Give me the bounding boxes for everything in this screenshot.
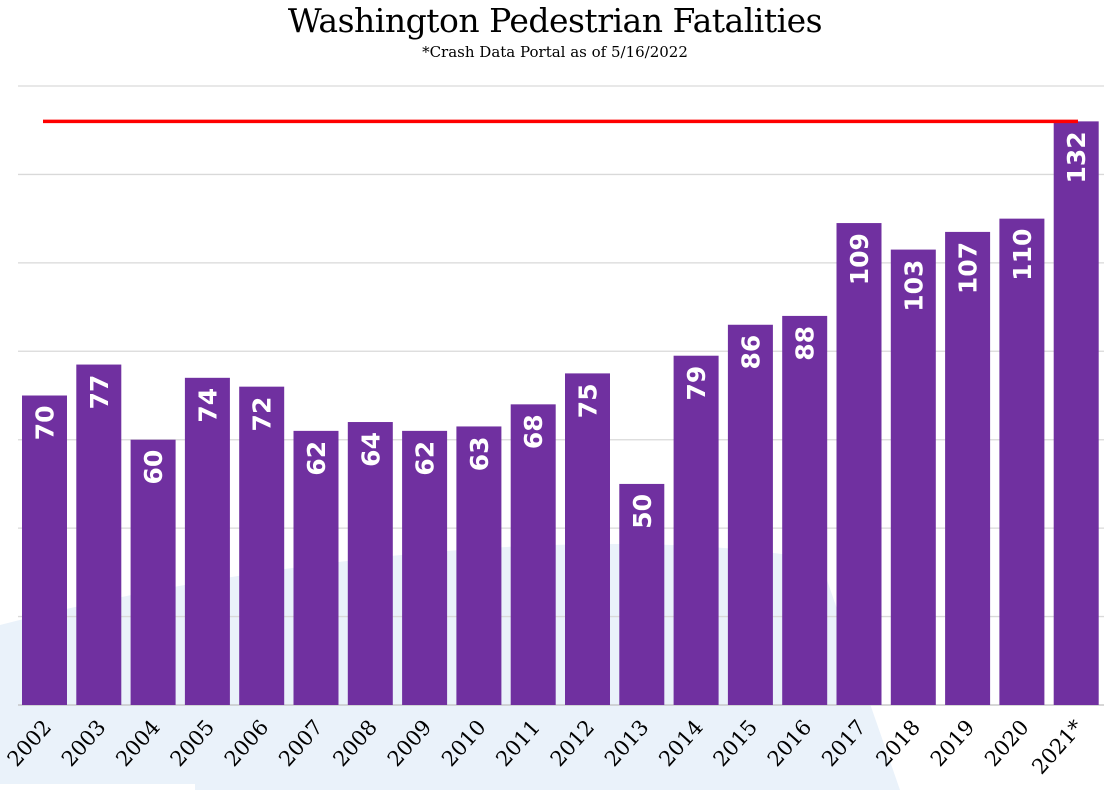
bar bbox=[130, 439, 176, 705]
data-label: 110 bbox=[1008, 229, 1037, 281]
data-label: 62 bbox=[411, 441, 440, 476]
data-label: 88 bbox=[791, 326, 820, 361]
bar bbox=[184, 377, 230, 705]
bar bbox=[619, 483, 665, 705]
bar bbox=[510, 404, 556, 705]
data-label: 109 bbox=[845, 233, 874, 285]
data-label: 68 bbox=[519, 414, 548, 449]
data-label: 64 bbox=[356, 432, 385, 467]
data-label: 107 bbox=[954, 242, 983, 294]
bar bbox=[293, 430, 339, 705]
bar bbox=[782, 315, 828, 705]
data-label: 77 bbox=[85, 375, 114, 410]
data-label: 132 bbox=[1062, 131, 1091, 183]
bar bbox=[999, 218, 1045, 705]
bar bbox=[402, 430, 448, 705]
bar bbox=[1053, 121, 1099, 705]
x-tick-label: 2019 bbox=[926, 715, 980, 771]
x-tick-label: 2020 bbox=[980, 715, 1034, 771]
data-label: 103 bbox=[899, 260, 928, 312]
data-label: 60 bbox=[139, 450, 168, 485]
bar bbox=[727, 324, 773, 705]
bar bbox=[239, 386, 285, 705]
bar bbox=[945, 231, 991, 705]
bar bbox=[76, 364, 122, 705]
data-label: 62 bbox=[302, 441, 331, 476]
data-label: 70 bbox=[31, 406, 60, 441]
data-label: 79 bbox=[682, 366, 711, 401]
data-label: 74 bbox=[193, 388, 222, 423]
background-patch bbox=[0, 784, 195, 790]
bar bbox=[565, 373, 610, 705]
data-label: 86 bbox=[736, 335, 765, 370]
data-label: 75 bbox=[574, 383, 603, 418]
data-label: 50 bbox=[628, 494, 657, 529]
chart-title: Washington Pedestrian Fatalities bbox=[287, 1, 823, 40]
bar bbox=[673, 355, 719, 705]
bar bbox=[22, 395, 67, 705]
data-label: 63 bbox=[465, 436, 494, 471]
data-label: 72 bbox=[248, 397, 277, 432]
chart-subtitle: *Crash Data Portal as of 5/16/2022 bbox=[422, 43, 688, 61]
bar bbox=[456, 426, 502, 705]
x-tick-label: 2021* bbox=[1027, 715, 1088, 779]
bar bbox=[836, 223, 882, 706]
bar bbox=[347, 422, 393, 705]
bar bbox=[890, 249, 936, 706]
